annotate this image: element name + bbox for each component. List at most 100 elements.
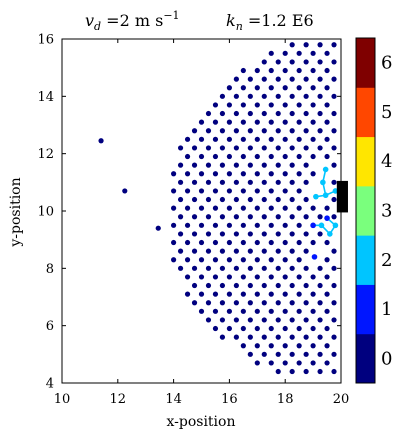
- particle-point: [296, 222, 302, 228]
- particle-point: [254, 308, 260, 314]
- particle-point: [191, 214, 198, 220]
- colorbar-label: 5: [381, 102, 392, 123]
- particle-point: [310, 119, 316, 125]
- particle-point: [219, 334, 226, 340]
- y-tick-label: 4: [46, 377, 54, 392]
- particle-point: [212, 188, 219, 194]
- particle-point: [198, 274, 205, 280]
- particle-point: [261, 248, 267, 254]
- particle-point: [268, 171, 274, 177]
- highlighted-particle: [322, 166, 329, 173]
- highlighted-particle: [310, 222, 316, 229]
- particle-point: [268, 50, 274, 56]
- particle-point: [226, 136, 232, 142]
- particle-point: [226, 153, 232, 160]
- particle-point: [205, 231, 212, 237]
- particle-point: [191, 282, 198, 289]
- chart-title: vd =2 m s−1 kn =1.2 E6: [85, 9, 314, 33]
- particle-point: [303, 334, 309, 340]
- particle-point: [205, 317, 212, 323]
- particle-point: [282, 67, 288, 74]
- particle-point: [261, 231, 267, 237]
- particle-point: [331, 265, 337, 271]
- title-velocity: vd =2 m s−1: [85, 9, 180, 33]
- particle-point: [240, 308, 246, 314]
- particle-point: [289, 282, 295, 289]
- particle-point: [296, 153, 302, 160]
- particle-point: [282, 257, 288, 263]
- particle-point: [191, 128, 198, 134]
- y-tick-label: 8: [46, 262, 54, 277]
- particle-point: [310, 343, 316, 349]
- particle-point: [261, 162, 267, 168]
- particle-point: [303, 282, 309, 289]
- particle-point: [177, 248, 184, 254]
- colorbar-segment: [356, 284, 375, 335]
- particle-point: [155, 225, 161, 231]
- particle-point: [331, 300, 337, 306]
- particle-point: [275, 128, 281, 134]
- particle-point: [191, 248, 198, 254]
- particle-point: [331, 76, 337, 82]
- particle-point: [317, 368, 323, 375]
- particle-point: [317, 93, 323, 99]
- particle-point: [296, 308, 302, 314]
- particle-point: [303, 300, 309, 306]
- colorbar-segment: [356, 87, 375, 138]
- particle-point: [296, 291, 302, 297]
- particle-point: [310, 325, 316, 332]
- particle-point: [275, 145, 281, 151]
- particle-point: [240, 119, 246, 125]
- particle-point: [212, 136, 219, 142]
- particle-point: [268, 325, 274, 332]
- particle-point: [303, 265, 309, 271]
- particle-point: [198, 153, 205, 160]
- particle-point: [289, 93, 295, 99]
- particle-point: [324, 325, 330, 332]
- particle-point: [240, 239, 246, 246]
- particle-point: [247, 179, 253, 185]
- particle-point: [261, 317, 267, 323]
- particle-point: [240, 67, 246, 74]
- particle-point: [282, 274, 288, 280]
- particle-point: [233, 128, 239, 134]
- particle-point: [296, 257, 302, 263]
- particle-point: [324, 205, 330, 211]
- particle-point: [324, 136, 330, 142]
- particle-point: [247, 248, 253, 254]
- particle-point: [233, 334, 239, 340]
- particle-point: [254, 153, 260, 160]
- particle-point: [212, 171, 219, 177]
- particle-point: [240, 85, 246, 91]
- particle-point: [317, 76, 323, 82]
- particle-point: [226, 171, 232, 177]
- particle-point: [233, 265, 239, 271]
- particle-point: [303, 368, 309, 375]
- particle-point: [205, 128, 212, 134]
- particle-point: [233, 282, 239, 289]
- particle-point: [289, 59, 295, 65]
- particle-point: [198, 119, 205, 125]
- particle-point: [268, 222, 274, 228]
- particle-point: [191, 265, 198, 271]
- particle-point: [212, 153, 219, 160]
- particle-point: [219, 231, 226, 237]
- particle-point: [212, 222, 219, 228]
- particle-point: [226, 274, 232, 280]
- particle-point: [289, 145, 295, 151]
- particle-point: [296, 85, 302, 91]
- particle-point: [268, 274, 274, 280]
- particle-point: [198, 291, 205, 297]
- particle-point: [191, 231, 198, 237]
- particle-point: [331, 248, 337, 254]
- particle-point: [219, 93, 226, 99]
- particle-point: [247, 334, 253, 340]
- particle-point: [205, 196, 212, 203]
- particle-point: [268, 67, 274, 74]
- particle-point: [296, 325, 302, 332]
- particle-point: [324, 50, 330, 56]
- particle-point: [317, 265, 323, 271]
- particle-point: [205, 110, 212, 117]
- particle-point: [247, 110, 253, 117]
- highlighted-particle: [324, 215, 330, 221]
